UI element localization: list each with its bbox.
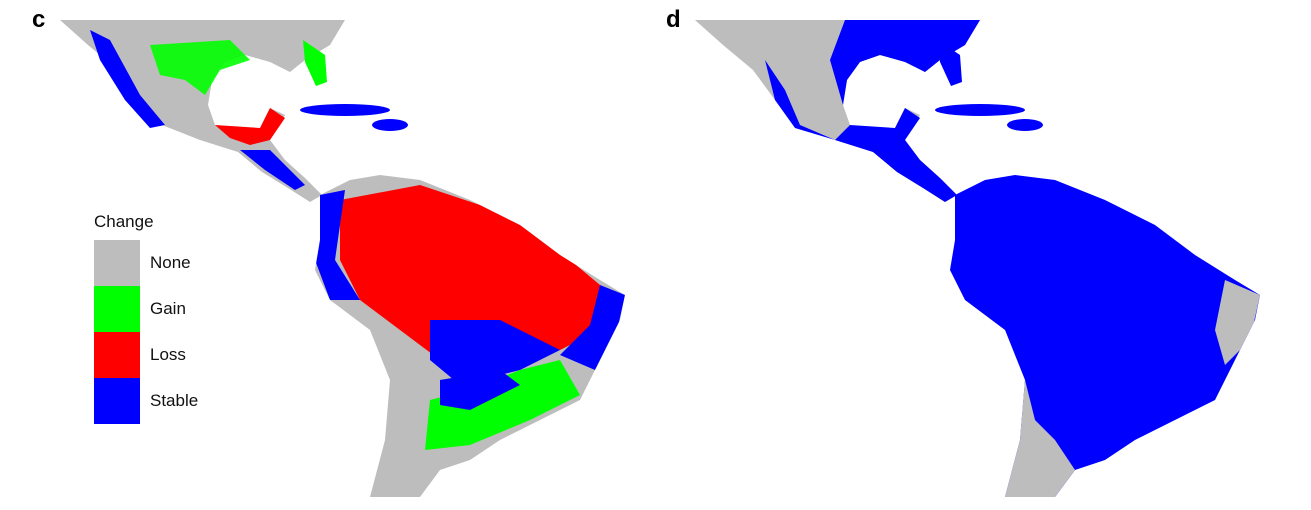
- legend-swatch-stable: [94, 378, 140, 424]
- northeast-brazil-none: [1215, 280, 1260, 365]
- legend-label: Stable: [150, 391, 199, 410]
- legend-item-none: None: [94, 240, 198, 286]
- cuba-island: [300, 104, 390, 116]
- legend-item-gain: Gain: [94, 286, 198, 332]
- southern-stable: [440, 370, 520, 410]
- florida-land: [303, 40, 327, 86]
- central-america-stable: [240, 150, 305, 190]
- florida-land: [938, 40, 962, 86]
- lake-stable: [1058, 396, 1072, 414]
- legend-item-loss: Loss: [94, 332, 198, 378]
- legend-label: None: [150, 253, 191, 272]
- legend-title: Change: [94, 212, 154, 231]
- mexico-stable: [90, 30, 165, 128]
- legend-label: Loss: [150, 345, 186, 364]
- mexico-gain: [150, 40, 250, 95]
- legend-swatch-gain: [94, 286, 140, 332]
- legend-swatch-loss: [94, 332, 140, 378]
- panel-label-d: d: [666, 6, 681, 33]
- legend-item-stable: Stable: [94, 378, 198, 424]
- panel-label-c: c: [32, 6, 46, 33]
- hispaniola-island: [372, 119, 408, 131]
- stable-patches: [315, 190, 625, 385]
- central-america-loss: [215, 108, 285, 145]
- hispaniola-island: [1007, 119, 1043, 131]
- legend-swatch-none: [94, 240, 140, 286]
- map-panel-c: [60, 20, 625, 497]
- southern-gain: [425, 360, 580, 450]
- legend-label: Gain: [150, 299, 186, 318]
- central-america-stable: [765, 60, 957, 202]
- cuba-island: [935, 104, 1025, 116]
- map-panel-d: [695, 20, 1260, 497]
- us-stable: [830, 20, 980, 105]
- legend: Change None Gain Loss Stable: [94, 212, 198, 424]
